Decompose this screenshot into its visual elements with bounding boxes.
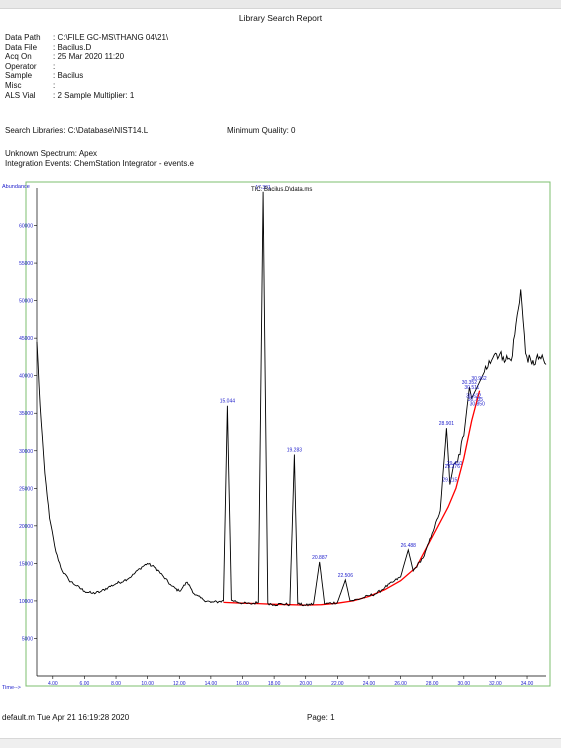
peak-label: 30.735 (468, 397, 484, 403)
y-tick-label: 15000 (19, 561, 33, 567)
x-tick-label: 10.00 (141, 681, 154, 687)
peak-label: 30.962 (471, 376, 487, 382)
peak-label: 20.887 (312, 555, 328, 561)
x-tick-label: 14.00 (205, 681, 218, 687)
x-tick-label: 20.00 (299, 681, 312, 687)
peak-label: 19.283 (287, 448, 303, 454)
meta-value: : Bacilus (53, 71, 84, 81)
metadata-block: Data Path : C:\FILE GC-MS\THANG 04\21\ Da… (5, 33, 168, 100)
peak-label: 22.506 (338, 573, 354, 579)
bottom-window-strip (0, 738, 561, 748)
meta-row: Data Path : C:\FILE GC-MS\THANG 04\21\ (5, 33, 168, 43)
meta-value: : C:\FILE GC-MS\THANG 04\21\ (53, 33, 169, 42)
meta-key: Data File (5, 42, 38, 52)
search-libraries-row: Search Libraries: C:\Database\NIST14.L M… (5, 126, 295, 135)
x-axis: 4.00 6.00 8.00 10.00 12.00 14.00 16.00 18.00 20.… (37, 675, 546, 687)
x-tick-label: 12.00 (173, 681, 186, 687)
y-axis: 5000 10000 15000 20000 25000 30000 35000 40000 4… (19, 188, 38, 676)
meta-key: Misc (5, 80, 22, 90)
x-tick-label: 32.00 (489, 681, 502, 687)
y-tick-label: 50000 (19, 299, 33, 305)
x-tick-label: 18.00 (268, 681, 281, 687)
peak-label: 30.352 (462, 380, 478, 386)
search-libraries: Search Libraries: C:\Database\NIST14.L (5, 126, 149, 135)
peak-label: 17.301 (255, 185, 271, 191)
chart-title: TIC: Bacilus.D\data.ms (251, 187, 312, 193)
x-tick-label: 4.00 (48, 681, 58, 687)
peak-label: 29.115 (442, 478, 457, 484)
plot-frame (25, 181, 551, 687)
meta-value: : 2 Sample Multiplier: 1 (53, 90, 135, 100)
peak-label: 29.410 (447, 461, 463, 467)
meta-row: Acq On : 25 Mar 2020 11:20 (5, 52, 168, 62)
unknown-spectrum: Unknown Spectrum: Apex (5, 149, 98, 158)
y-tick-label: 25000 (19, 486, 33, 492)
x-tick-label: 22.00 (331, 681, 344, 687)
meta-value: : 25 Mar 2020 11:20 (53, 52, 125, 62)
chromatogram-chart: 5000 10000 15000 20000 25000 30000 35000 40000 4… (2, 181, 551, 691)
meta-key: Sample (5, 71, 33, 81)
peak-labels: 15.044 17.301 19.283 20.887 22.506 26.488 28.9… (220, 185, 487, 579)
x-axis-label: Time--> (2, 685, 21, 691)
x-tick-label: 30.00 (458, 681, 471, 687)
meta-row: Data File : Bacilus.D (5, 43, 168, 53)
meta-key: Acq On (5, 52, 32, 62)
y-tick-label: 60000 (19, 224, 33, 230)
meta-row: Sample : Bacilus (5, 71, 168, 81)
peak-label: 30.511 (464, 385, 479, 391)
x-tick-label: 28.00 (426, 681, 439, 687)
y-tick-label: 30000 (19, 449, 33, 455)
x-tick-label: 16.00 (236, 681, 249, 687)
report-title: Library Search Report (238, 13, 323, 23)
x-tick-label: 34.00 (521, 681, 534, 687)
meta-key: Operator (5, 61, 37, 71)
y-tick-label: 20000 (19, 524, 33, 530)
footer-page: Page: 1 (307, 713, 335, 722)
meta-key: ALS Vial (5, 90, 36, 100)
peak-label: 28.901 (439, 421, 455, 427)
y-axis-label: Abundance (2, 184, 30, 190)
meta-row: Misc: (5, 81, 168, 91)
x-tick-label: 6.00 (80, 681, 90, 687)
y-tick-label: 35000 (19, 411, 33, 417)
meta-value: : (53, 80, 56, 90)
y-tick-label: 55000 (19, 261, 33, 267)
meta-value: : (53, 61, 56, 71)
y-tick-label: 10000 (19, 599, 33, 605)
top-window-strip (0, 0, 561, 9)
peak-label: 30.622 (466, 393, 482, 399)
x-tick-label: 26.00 (394, 681, 407, 687)
integration-events: Integration Events: ChemStation Integrat… (5, 159, 194, 168)
meta-value: : Bacilus.D (53, 42, 92, 52)
peak-label: 26.488 (401, 543, 417, 549)
meta-row: ALS Vial : 2 Sample Multiplier: 1 (5, 91, 168, 101)
y-tick-label: 40000 (19, 374, 33, 380)
peak-label: 29.276 (445, 464, 461, 470)
meta-row: Operator: (5, 62, 168, 72)
x-tick-label: 8.00 (111, 681, 121, 687)
y-tick-label: 45000 (19, 336, 33, 342)
peak-label: 30.850 (470, 402, 486, 408)
minimum-quality: Minimum Quality: 0 (227, 126, 296, 135)
x-tick-label: 24.00 (363, 681, 376, 687)
y-tick-label: 5000 (22, 636, 33, 642)
meta-key: Data Path (5, 33, 41, 42)
tic-trace (36, 191, 547, 607)
footer-method: default.m Tue Apr 21 16:19:28 2020 (2, 713, 130, 722)
integration-info: Unknown Spectrum: Apex Integration Event… (5, 149, 194, 169)
peak-label: 15.044 (220, 399, 236, 405)
